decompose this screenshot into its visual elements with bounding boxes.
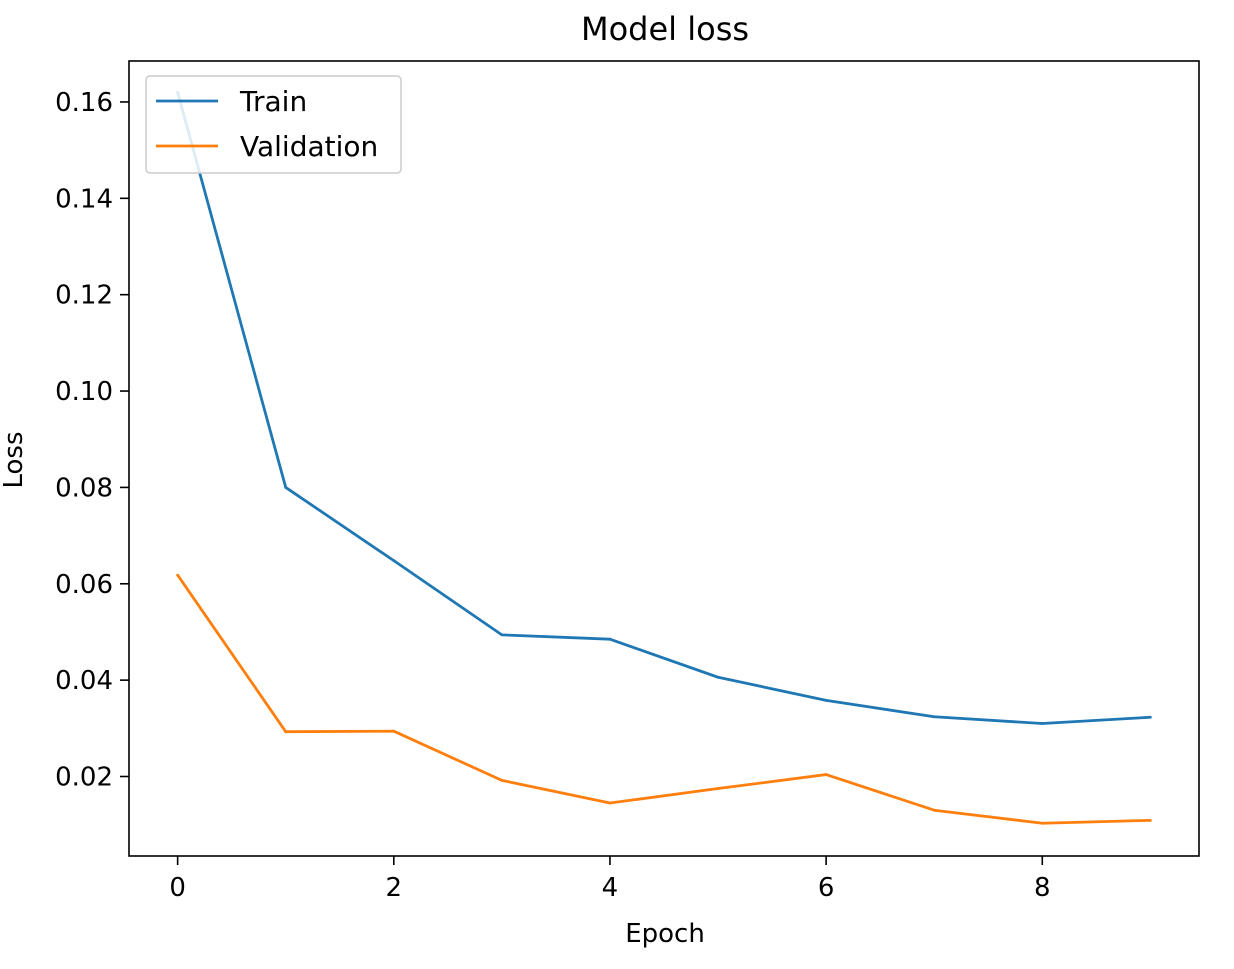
chart-title: Model loss [581,10,749,48]
y-tick-label: 0.02 [55,763,113,793]
y-tick-label: 0.12 [55,281,113,311]
legend: Train Validation [145,75,402,174]
data-point-validation [608,801,612,805]
data-point-validation [284,730,288,734]
data-point-validation [176,573,180,577]
data-point-validation [392,729,396,733]
x-tick-label: 2 [386,873,403,903]
data-point-train [500,633,504,637]
data-point-train [716,675,720,679]
x-tick-label: 0 [169,873,186,903]
x-tick-label: 4 [602,873,619,903]
data-point-validation [716,787,720,790]
x-tick-label: 6 [818,873,835,903]
data-point-validation [932,808,936,812]
y-tick-label: 0.04 [55,666,113,696]
series-line-train [176,91,1151,725]
y-tick-label: 0.08 [55,473,113,503]
data-point-validation [500,778,504,782]
plot-frame [128,60,1200,857]
plot-area: 0 2 4 6 8 0.02 0.04 0.06 0.08 0.10 0.12 0.14 0.16 [55,60,1200,903]
x-tick-label: 8 [1034,873,1051,903]
y-tick-label: 0.16 [55,88,113,118]
data-point-train [1040,722,1044,725]
data-point-train [608,637,612,641]
legend-label-train: Train [239,85,307,118]
y-axis-label: Loss [0,431,29,488]
x-axis-label: Epoch [625,919,705,949]
y-tick-label: 0.14 [55,184,113,214]
legend-label-validation: Validation [240,130,378,163]
y-tick-label: 0.10 [55,377,113,407]
data-point-train [284,486,288,489]
data-point-train [932,715,936,719]
data-point-validation [824,773,828,776]
data-point-train [824,698,828,702]
data-point-train [392,559,396,563]
data-point-validation [1148,818,1152,822]
series-line-validation [176,574,1151,825]
data-point-validation [1040,821,1044,825]
data-point-train [1148,715,1152,719]
y-tick-label: 0.06 [55,570,113,600]
